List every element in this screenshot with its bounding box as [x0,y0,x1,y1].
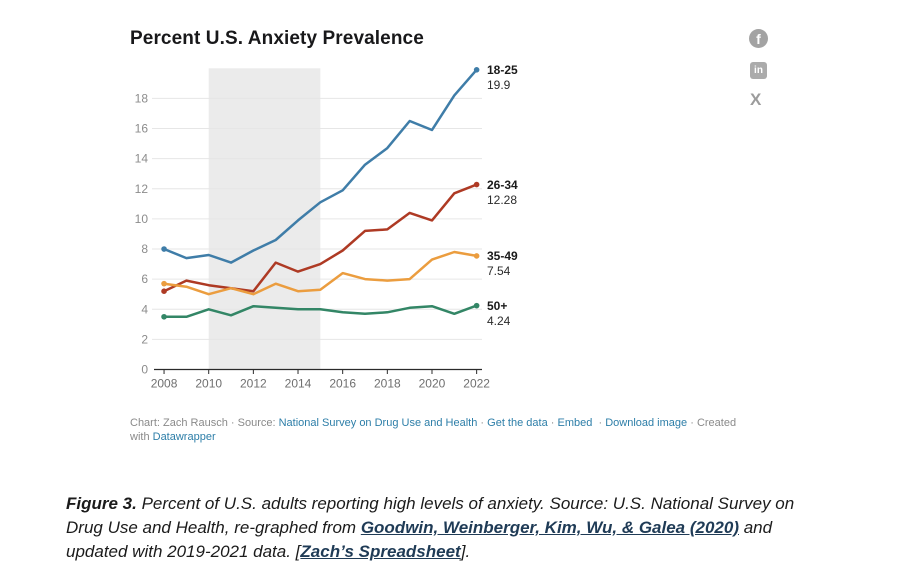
series-line-35-49 [162,250,478,296]
download-image-link[interactable]: Download image [605,417,688,429]
separator: · [598,417,603,429]
separator: · [690,417,694,429]
x-axis-label: 2012 [240,377,267,391]
y-axis-label: 16 [135,122,149,136]
y-axis-label: 6 [141,272,148,286]
series-label-50+: 50+ [487,298,508,313]
series-line-26-34 [162,183,478,293]
series-label-26-34: 26-34 [487,177,518,192]
social-share-bar: f in X [749,29,771,108]
figure-number: Figure 3. [66,494,137,513]
x-axis-label: 2010 [195,377,222,391]
y-axis-label: 2 [141,332,148,346]
chart-title: Percent U.S. Anxiety Prevalence [130,28,424,49]
series-point-18-25 [473,67,480,73]
source-link[interactable]: National Survey on Drug Use and Health [278,417,478,429]
y-axis-label: 8 [141,242,148,256]
goodwin-citation-link[interactable]: Goodwin, Weinberger, Kim, Wu, & Galea (2… [360,518,739,537]
x-axis-label: 2018 [374,377,401,391]
datawrapper-link[interactable]: Datawrapper [152,431,216,443]
y-axis-label: 14 [135,152,149,166]
y-axis-label: 18 [135,91,149,105]
y-axis-label: 12 [135,182,149,196]
get-the-data-link[interactable]: Get the data [487,417,548,429]
linkedin-share-icon[interactable]: in [750,62,767,79]
x-axis-label: 2008 [151,377,178,391]
series-end-value-35-49: 7.54 [487,263,511,278]
created-with-text: Created with [130,417,737,443]
embed-link[interactable]: Embed [557,417,593,429]
separator: · [550,417,555,429]
zachs-spreadsheet-link[interactable]: Zach’s Spreadsheet [300,542,461,561]
separator: · [480,417,485,429]
y-axis-label: 10 [135,212,149,226]
series-point-35-49 [161,280,167,287]
series-end-value-26-34: 12.28 [487,192,518,207]
caption-text-3: ]. [460,542,471,561]
series-point-35-49 [473,253,480,259]
figure-caption: Figure 3. Percent of U.S. adults reporti… [66,492,820,564]
separator: · [230,417,235,429]
facebook-share-icon[interactable]: f [749,29,768,48]
caption-text-2: and updated with 2019-2021 data. [ [66,518,773,561]
x-axis-label: 2022 [463,377,490,391]
caption-text-1: Percent of U.S. adults reporting high le… [66,494,795,537]
series-point-50+ [473,302,480,309]
series-end-value-50+: 4.24 [487,313,511,328]
y-axis-label: 4 [141,302,148,316]
series-point-26-34 [473,181,480,188]
series-point-26-34 [161,288,167,294]
series-line-18-25 [162,68,478,264]
series-label-18-25: 18-25 [487,62,518,77]
chart-by-text: Chart: Zach Rausch [130,417,228,429]
chart-credits: Chart: Zach Rausch · Source: National Su… [130,416,755,444]
y-axis-label: 0 [141,363,148,377]
x-axis-label: 2020 [419,377,446,391]
source-label: Source: [237,417,276,429]
series-label-35-49: 35-49 [487,248,518,263]
series-point-50+ [161,313,167,320]
x-twitter-share-icon[interactable]: X [750,90,762,109]
series-end-value-18-25: 19.9 [487,77,511,92]
x-axis-label: 2016 [329,377,356,391]
series-point-18-25 [161,246,167,252]
x-axis-label: 2014 [285,377,312,391]
anxiety-line-chart: 0 2 4 6 8 10 12 14 16 18 2008 2010 2012 2014 2016 2018 2… [135,67,490,391]
series-line-50+ [162,304,478,319]
